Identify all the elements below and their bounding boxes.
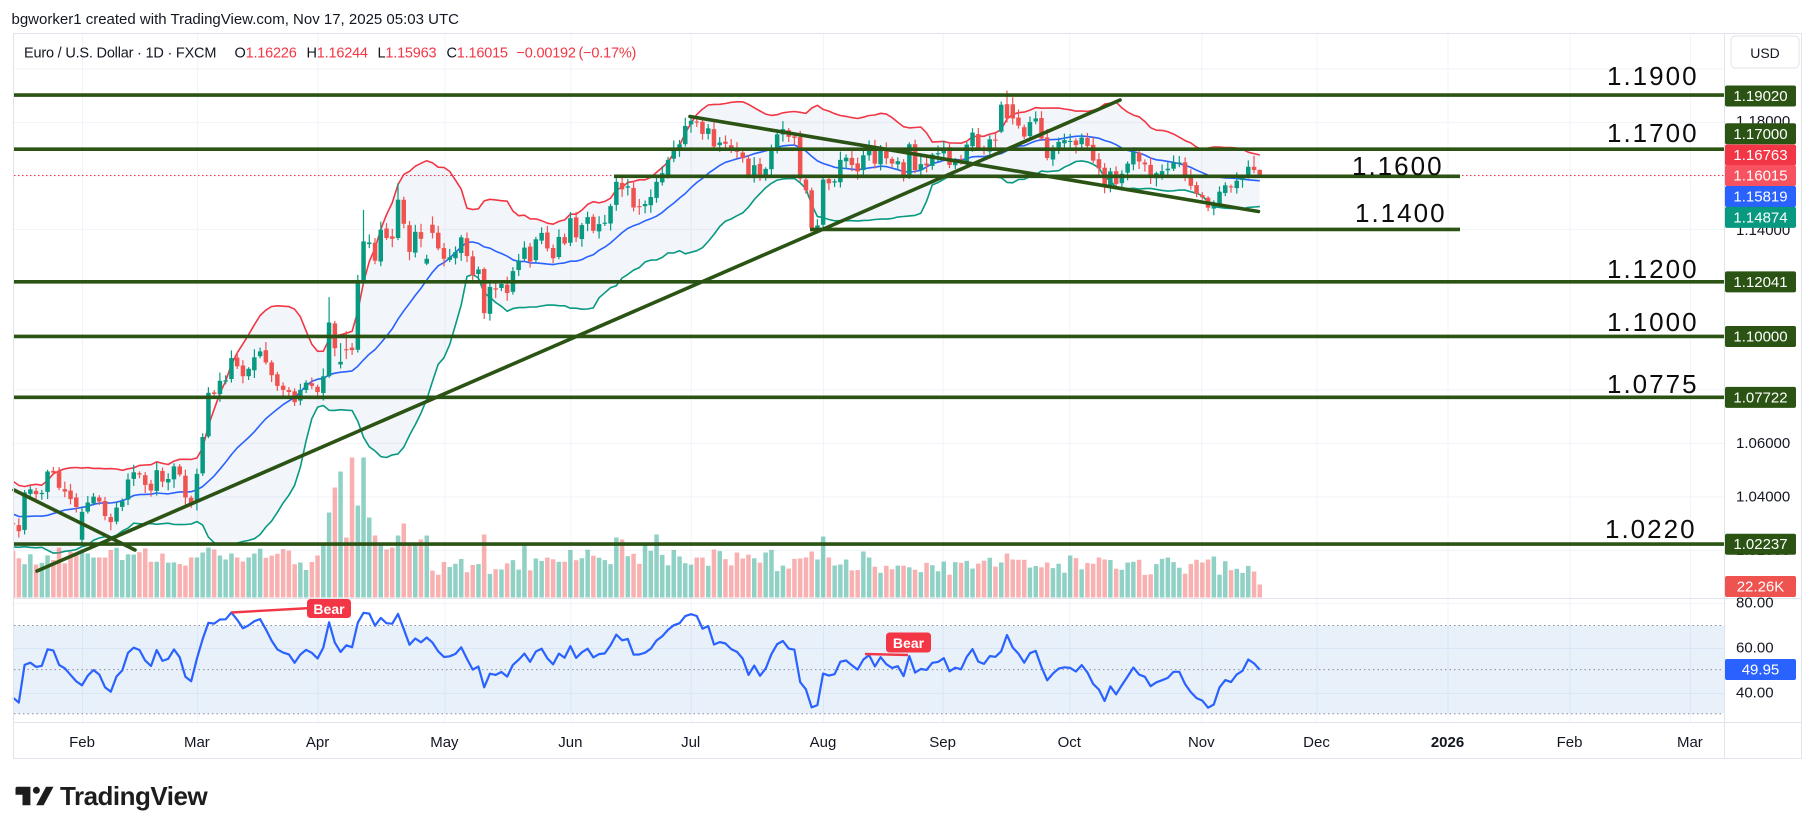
svg-text:1.1000: 1.1000 (1607, 307, 1699, 337)
svg-text:Feb: Feb (1557, 734, 1583, 751)
svg-text:1.16763: 1.16763 (1733, 147, 1787, 164)
svg-text:80.00: 80.00 (1736, 595, 1774, 612)
svg-text:2026: 2026 (1431, 734, 1464, 751)
svg-text:1.15819: 1.15819 (1733, 189, 1787, 206)
svg-text:1.06000: 1.06000 (1736, 435, 1790, 452)
svg-text:USD: USD (1750, 45, 1780, 61)
svg-text:C1.16015: C1.16015 (447, 46, 508, 62)
svg-text:1.07722: 1.07722 (1733, 389, 1787, 406)
svg-text:1.02237: 1.02237 (1733, 536, 1787, 553)
svg-text:1.1400: 1.1400 (1355, 198, 1447, 228)
svg-text:Mar: Mar (1677, 734, 1703, 751)
svg-text:22.26K: 22.26K (1737, 579, 1785, 596)
svg-text:Jun: Jun (558, 734, 582, 751)
svg-text:1.1600: 1.1600 (1352, 151, 1444, 181)
svg-text:Bear: Bear (893, 635, 925, 651)
svg-text:1.0775: 1.0775 (1607, 369, 1699, 399)
svg-text:O1.16226: O1.16226 (235, 46, 297, 62)
svg-text:1.14874: 1.14874 (1733, 209, 1787, 226)
svg-text:(−0.17%): (−0.17%) (579, 46, 637, 62)
svg-text:49.95: 49.95 (1742, 662, 1780, 679)
svg-text:1.0220: 1.0220 (1605, 514, 1697, 544)
svg-text:1.17000: 1.17000 (1733, 126, 1787, 143)
svg-text:1.10000: 1.10000 (1733, 329, 1787, 346)
svg-text:1.1900: 1.1900 (1607, 61, 1699, 91)
svg-text:1.1700: 1.1700 (1607, 118, 1699, 148)
svg-text:Bear: Bear (313, 601, 345, 617)
svg-text:1.16015: 1.16015 (1733, 168, 1787, 185)
svg-text:Jul: Jul (681, 734, 700, 751)
svg-text:1.12041: 1.12041 (1733, 274, 1787, 291)
svg-text:1.1200: 1.1200 (1607, 254, 1699, 284)
svg-text:60.00: 60.00 (1736, 640, 1774, 657)
svg-text:L1.15963: L1.15963 (378, 46, 437, 62)
svg-text:40.00: 40.00 (1736, 685, 1774, 702)
svg-text:Mar: Mar (184, 734, 210, 751)
svg-text:TradingView: TradingView (60, 781, 208, 811)
svg-text:1.04000: 1.04000 (1736, 488, 1790, 505)
svg-text:−0.00192: −0.00192 (517, 46, 576, 62)
svg-text:Aug: Aug (810, 734, 837, 751)
svg-text:May: May (430, 734, 459, 751)
svg-text:Sep: Sep (929, 734, 956, 751)
svg-text:Apr: Apr (306, 734, 329, 751)
svg-text:Nov: Nov (1188, 734, 1215, 751)
svg-text:Feb: Feb (69, 734, 95, 751)
svg-text:H1.16244: H1.16244 (307, 46, 368, 62)
svg-text:1.19020: 1.19020 (1733, 88, 1787, 105)
svg-text:Dec: Dec (1303, 734, 1330, 751)
svg-text:bgworker1 created with Trading: bgworker1 created with TradingView.com, … (12, 11, 460, 28)
svg-text:Oct: Oct (1058, 734, 1082, 751)
svg-text:Euro / U.S. Dollar · 1D · FXCM: Euro / U.S. Dollar · 1D · FXCM (24, 46, 216, 62)
